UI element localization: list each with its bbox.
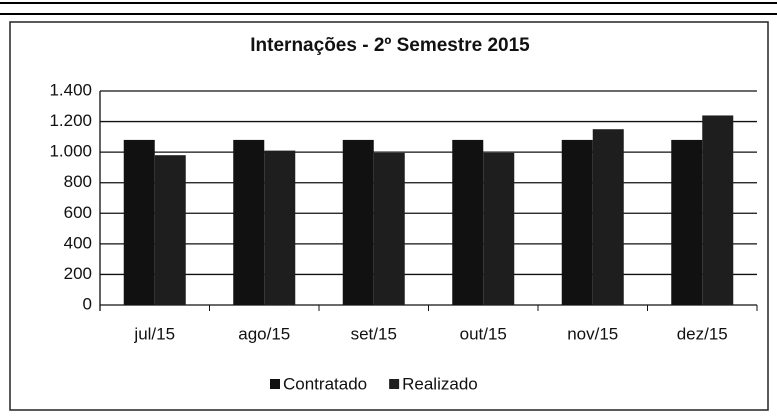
y-tick-label: 400 [64, 233, 92, 252]
bar [452, 139, 484, 305]
y-tick-label: 800 [64, 172, 92, 191]
x-tick-label: set/15 [351, 324, 397, 343]
bar [264, 150, 296, 305]
bar [154, 155, 186, 305]
legend-swatch [270, 379, 280, 389]
chart-border [9, 21, 769, 411]
bar [483, 152, 515, 305]
bar [671, 139, 703, 305]
y-tick-label: 600 [64, 203, 92, 222]
bar [342, 139, 374, 305]
y-tick-label: 1.400 [49, 80, 92, 99]
y-tick-label: 200 [64, 264, 92, 283]
bar [233, 139, 265, 305]
chart-title: Internações - 2º Semestre 2015 [250, 35, 530, 56]
bar [702, 115, 734, 305]
y-tick-label: 1.200 [49, 111, 92, 130]
x-tick-label: out/15 [460, 324, 507, 343]
y-tick-label: 1.000 [49, 142, 92, 161]
legend-label: Contratado [283, 374, 367, 393]
bar [592, 129, 624, 305]
bar [373, 152, 405, 305]
x-tick-label: dez/15 [677, 324, 728, 343]
x-tick-label: ago/15 [238, 324, 290, 343]
bar [123, 139, 155, 305]
x-tick-label: jul/15 [133, 324, 175, 343]
legend-swatch [389, 379, 400, 389]
y-tick-label: 0 [83, 294, 92, 313]
legend-label: Realizado [402, 374, 478, 393]
bar [561, 139, 593, 305]
x-tick-label: nov/15 [567, 324, 618, 343]
